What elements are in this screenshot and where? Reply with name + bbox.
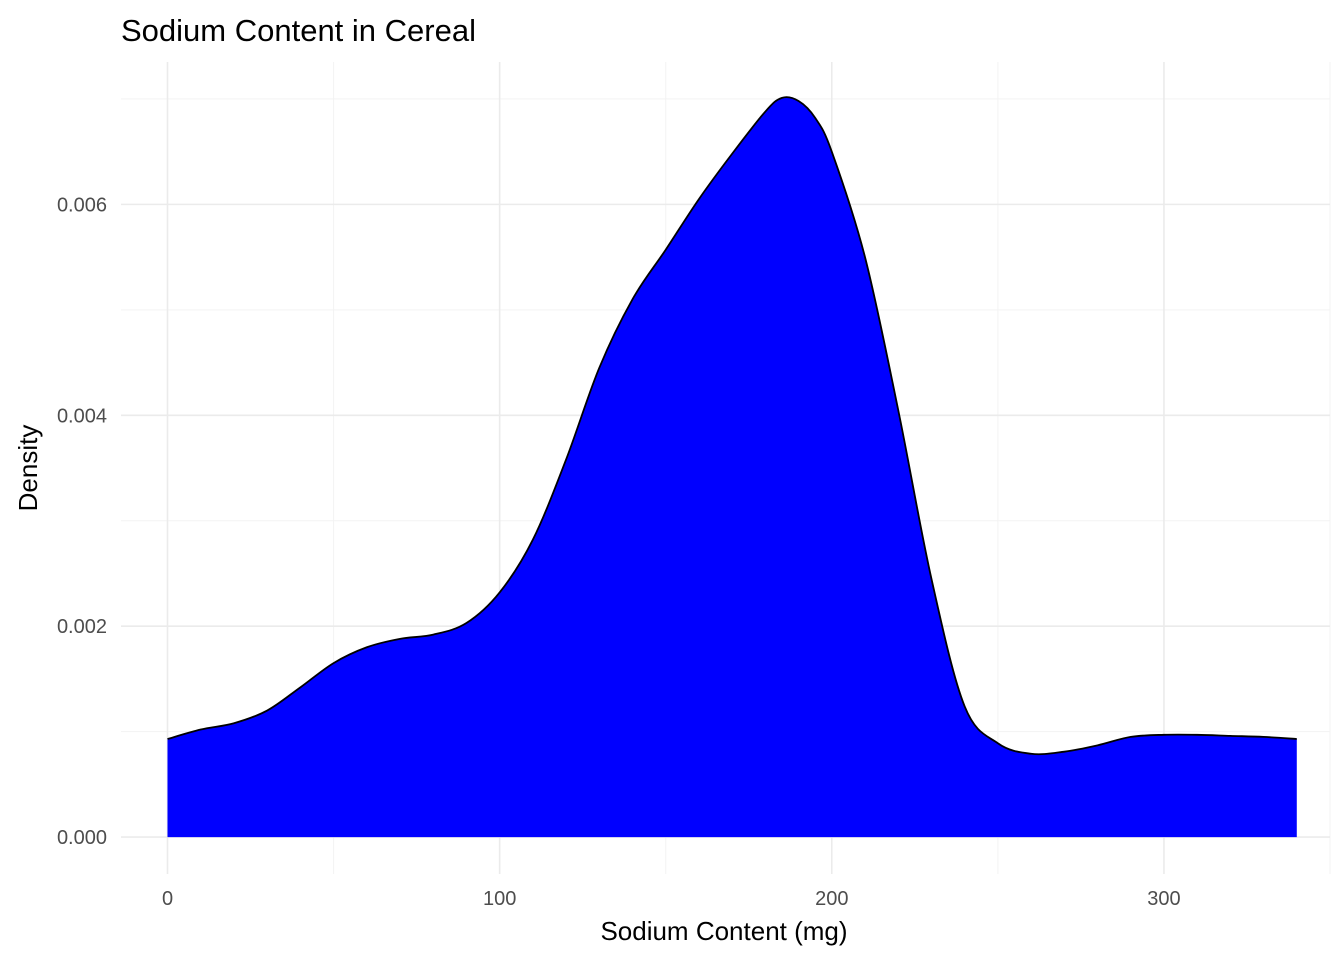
y-axis-ticks: 0.000 0.002 0.004 0.006 (57, 194, 107, 849)
x-tick-label: 100 (483, 888, 516, 910)
x-tick-label: 300 (1147, 888, 1180, 910)
y-axis-title: Density (13, 425, 43, 512)
density-area (167, 97, 1297, 838)
density-outline (167, 96, 1297, 756)
y-tick-label: 0.004 (57, 405, 107, 427)
y-tick-label: 0.006 (57, 194, 107, 216)
x-tick-label: 200 (815, 888, 848, 910)
chart-title: Sodium Content in Cereal (121, 13, 476, 48)
x-axis-ticks: 0 100 200 300 (162, 888, 1181, 910)
x-axis-title: Sodium Content (mg) (600, 916, 847, 946)
y-tick-label: 0.000 (57, 827, 107, 849)
x-tick-label: 0 (162, 888, 173, 910)
y-tick-label: 0.002 (57, 616, 107, 638)
